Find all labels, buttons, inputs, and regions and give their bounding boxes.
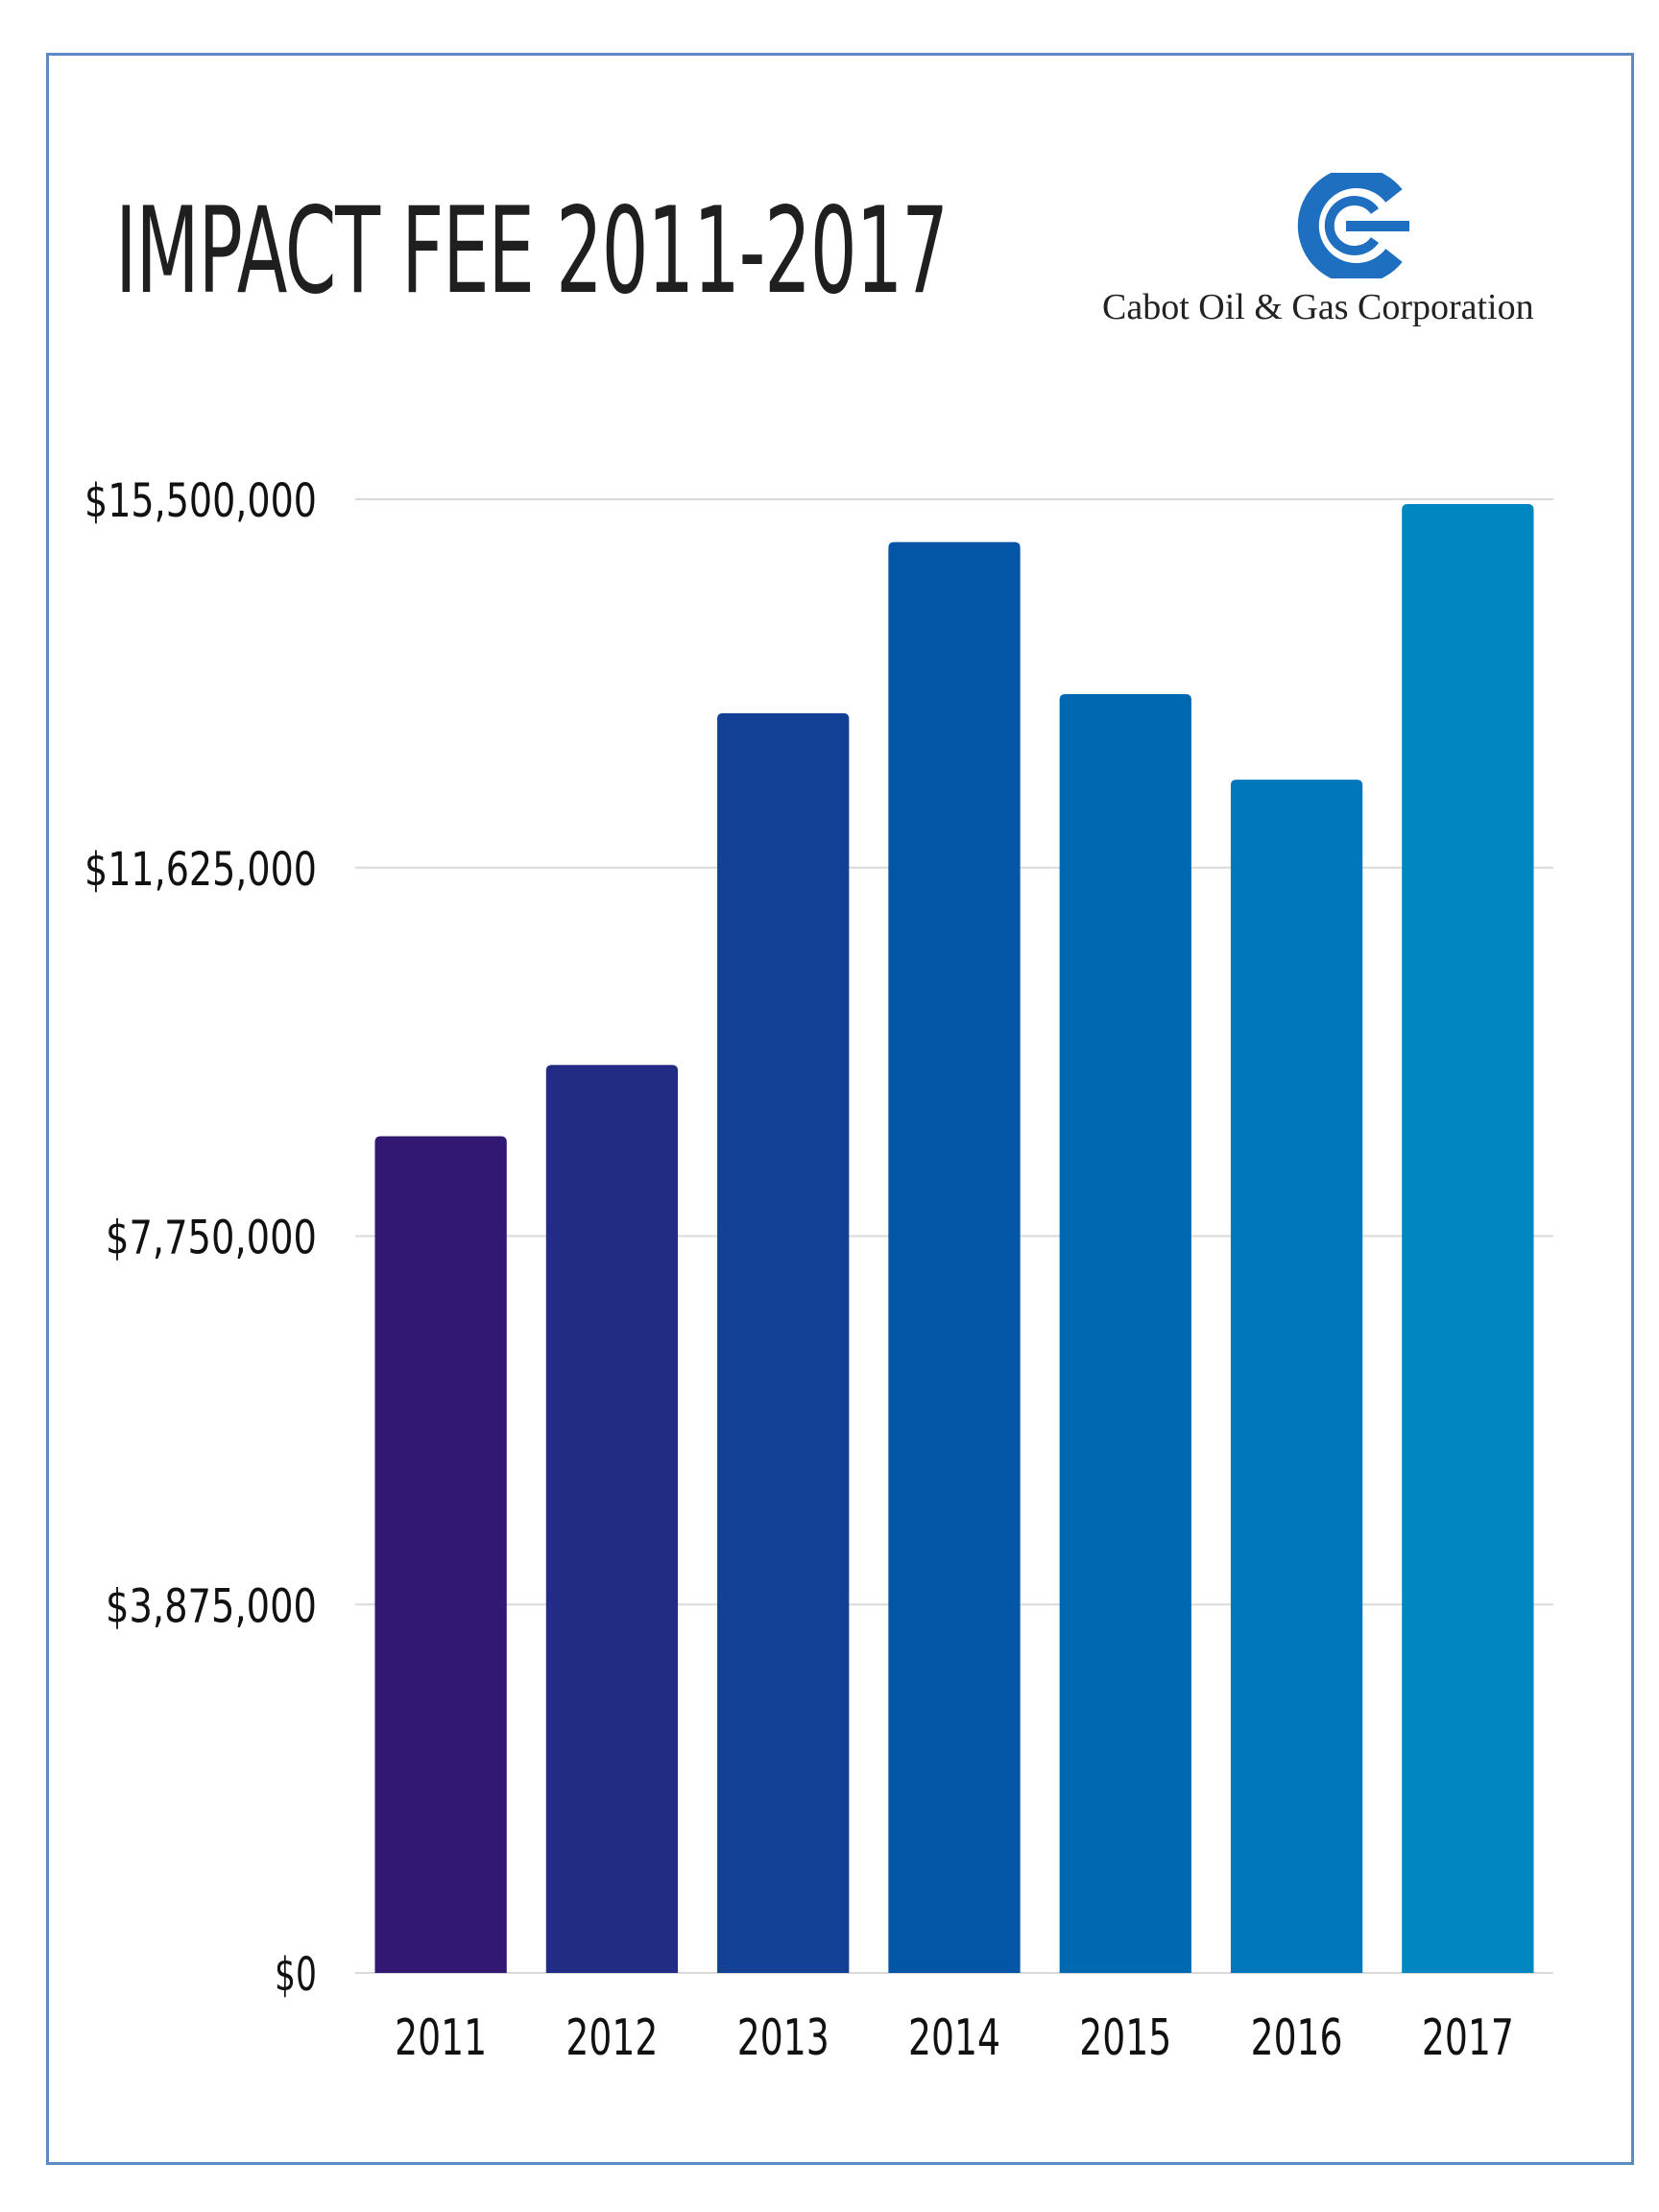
y-axis-ticks: $0 $3,875,000 $7,750,000 $11,625,000 $15,500…: [84, 474, 317, 2002]
bar-layer: [374, 503, 1534, 1974]
y-tick-label: $7,750,000: [106, 1212, 317, 1265]
y-tick-label: $3,875,000: [106, 1579, 317, 1633]
x-tick-label: 2017: [1422, 2009, 1514, 2067]
bar-2014: [888, 541, 1021, 1974]
x-axis-ticks: 2011 2012 2013 2014 2015 2016 2017: [395, 2009, 1514, 2067]
x-tick-label: 2014: [908, 2009, 1000, 2067]
bar-2011: [374, 1136, 507, 1973]
cabot-c-logo-icon: [1297, 173, 1409, 278]
bar-2017: [1402, 503, 1534, 1973]
x-tick-label: 2011: [395, 2009, 487, 2067]
x-tick-label: 2016: [1251, 2009, 1343, 2067]
y-tick-label: $0: [275, 1948, 317, 2002]
x-tick-label: 2013: [737, 2009, 830, 2067]
x-tick-label: 2012: [565, 2009, 658, 2067]
y-tick-label: $15,500,000: [84, 474, 317, 528]
company-name: Cabot Oil & Gas Corporation: [1102, 287, 1534, 327]
bar-2016: [1230, 780, 1363, 1973]
page-title: IMPACT FEE 2011-2017: [115, 182, 949, 321]
bar-2012: [545, 1065, 679, 1973]
bar-2015: [1059, 694, 1191, 1973]
y-tick-label: $11,625,000: [84, 843, 317, 897]
x-tick-label: 2015: [1079, 2009, 1171, 2067]
bar-2013: [717, 712, 850, 1974]
